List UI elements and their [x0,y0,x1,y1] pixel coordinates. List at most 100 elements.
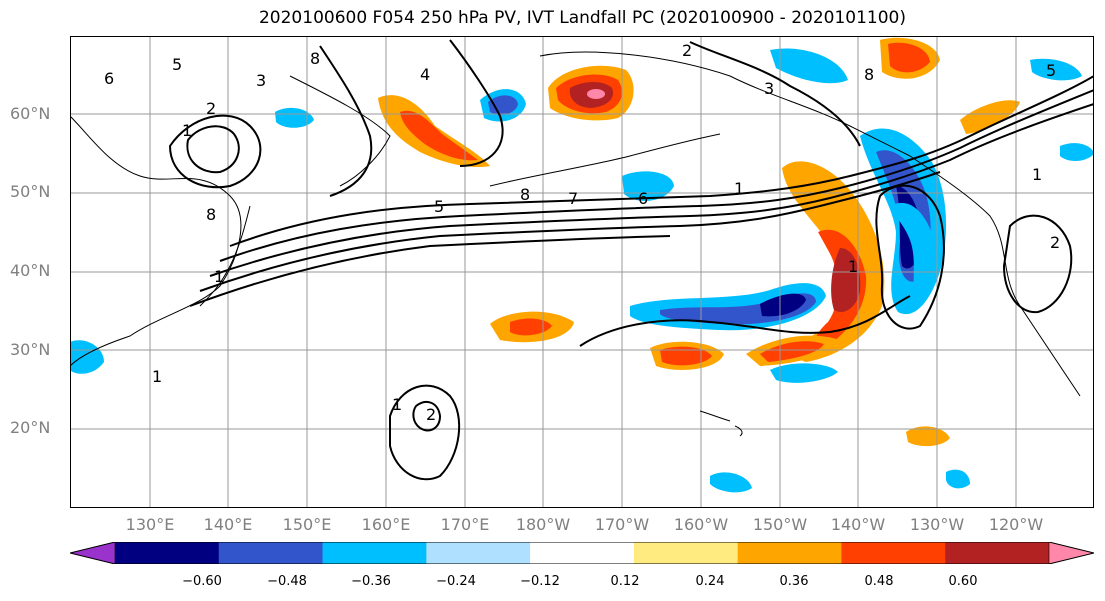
contour-jet-1 [229,75,1094,247]
contour-label-5-jet: 5 [434,197,444,216]
colorbar-segment-2 [322,542,427,564]
contour-label-2-east: 2 [1050,233,1060,252]
lon-label-170e: 170°E [440,515,490,534]
lon-label-130w: 130°W [909,515,965,534]
shade-negative-gulf-alaska [770,48,848,84]
contour-label-1-jet: 1 [734,179,744,198]
shade-negative-bering-west-core [488,95,518,115]
contour-label-8-jet: 8 [520,185,530,204]
contour-label-8-gulf: 8 [864,65,874,84]
colorbar-tick-4: −0.12 [520,574,560,589]
contour-label-7-jet: 7 [568,189,578,208]
contour-label-6-jet: 6 [638,189,648,208]
shade-negative-south [710,472,752,493]
map-frame [70,36,1094,508]
shade-strong-positive-subtropic [510,318,552,336]
colorbar-segment-3 [426,542,531,564]
shade-strong-positive-kamchatka [400,110,478,161]
contour-label-1-east: 1 [1032,165,1042,184]
colorbar-tick-3: −0.24 [436,574,476,589]
colorbar-tick-8: 0.48 [864,574,894,589]
pv-contours [168,39,1094,481]
shade-negative-band-max [760,293,806,317]
shade-negative-west-edge [70,340,104,374]
shade-max-positive-ridge [831,248,861,312]
colorbar [70,542,1094,564]
shade-peak-bering [587,89,605,99]
colorbar-tick-1: −0.48 [267,574,307,589]
contour-cutoff-inner [412,400,442,432]
colorbar-segment-5 [633,542,739,564]
contour-label-1-japan: 1 [214,267,224,286]
shade-negative-south-east [946,469,970,489]
lon-label-170w: 170°W [594,515,650,534]
contour-label-1-subtropic: 1 [152,367,162,386]
lon-label-180w: 180°W [515,515,571,534]
coast-asia [70,115,242,367]
lon-label-130e: 130°E [125,515,175,534]
coast-hawaii [699,410,743,437]
contour-north-top-2 [319,45,373,197]
coast-japan [199,205,251,307]
colorbar-segment-1 [218,542,324,564]
contour-label-4-kam: 4 [420,65,430,84]
contour-label-5-west: 5 [172,55,182,74]
contour-trough-east [875,184,945,330]
lat-label-60: 60°N [10,104,51,123]
contour-east-low [1002,214,1073,314]
contour-label-2-north: 2 [682,41,692,60]
lon-label-160w: 160°W [673,515,729,534]
colorbar-svg [70,542,1094,564]
colorbar-tick-2: −0.36 [351,574,391,589]
contour-low-west [168,114,262,189]
shade-negative-southeast [770,363,838,383]
coast-kamchatka [289,75,391,187]
colorbar-segment-8 [945,542,1050,564]
contour-label-5-canada: 5 [1046,61,1056,80]
pv-shading [70,37,1094,493]
shade-positive-canada [960,100,1020,134]
lat-label-50: 50°N [10,182,51,201]
shade-negative-eastern-pacific [890,202,937,308]
contour-jet-2 [219,89,1094,262]
shade-negative-hudson [1060,143,1094,161]
shade-negative-aleutian [622,171,674,201]
coast-aleutians [489,133,721,187]
colorbar-segment-4 [530,542,635,564]
lon-label-150w: 150°W [752,515,808,534]
colorbar-tick-5: 0.12 [610,574,640,589]
map-panel[interactable]: 6 5 3 8 2 1 8 1 4 5 8 7 6 1 3 8 2 5 1 2 … [70,36,1094,508]
contour-southern-loop [579,295,911,347]
shade-strong-positive-southeast [760,341,824,362]
colorbar-extend-low [70,542,116,564]
contour-jet-3 [209,103,1094,277]
shade-strong-positive-hawaii-north [660,346,712,366]
coast-alaska [539,51,911,157]
contour-label-8-west: 8 [310,49,320,68]
contour-north-top [449,39,504,167]
shade-positive-south [906,426,950,447]
lon-label-140w: 140°W [830,515,886,534]
contour-label-1-cutoff: 1 [392,395,402,414]
contour-label-1-ridge: 1 [848,257,858,276]
shade-positive-ridge [782,161,885,362]
colorbar-extend-high [1048,542,1094,564]
colorbar-tick-0: −0.60 [182,574,222,589]
map-svg: 6 5 3 8 2 1 8 1 4 5 8 7 6 1 3 8 2 5 1 2 … [70,36,1094,508]
shade-negative-small-kam [275,107,314,128]
contour-label-3-west: 3 [256,71,266,90]
colorbar-segment-6 [737,542,842,564]
map-title: 2020100600 F054 250 hPa PV, IVT Landfall… [258,8,906,28]
contour-label-group: 6 5 3 8 2 1 8 1 4 5 8 7 6 1 3 8 2 5 1 2 … [104,41,1060,424]
contour-jet-4 [199,171,941,292]
lon-label-120w: 120°W [988,515,1044,534]
contour-low-west-inner [186,125,240,174]
contour-label-2-cutoff: 2 [426,405,436,424]
colorbar-tick-6: 0.24 [695,574,725,589]
lon-label-150e: 150°E [282,515,332,534]
lat-label-30: 30°N [10,340,51,359]
contour-label-8-japan: 8 [206,205,216,224]
colorbar-tick-9: 0.60 [948,574,978,589]
colorbar-segment-0 [115,542,220,564]
colorbar-segment-7 [841,542,946,564]
